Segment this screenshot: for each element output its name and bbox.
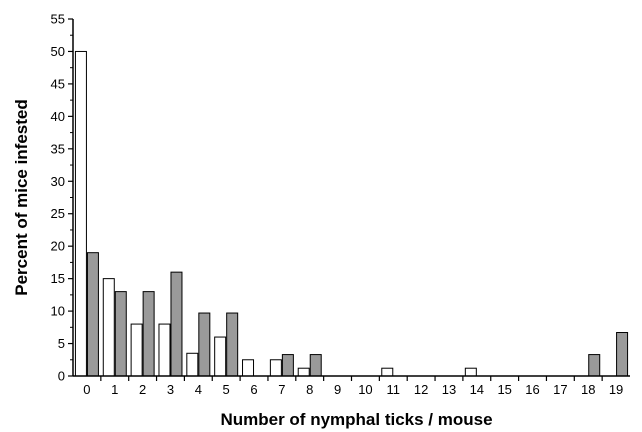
- bar-shaded: [588, 354, 601, 377]
- bar-white: [269, 359, 282, 377]
- bar-shaded: [198, 312, 211, 377]
- y-axis-ticks: 0 5 10 15 20 25 30 35 40 45 50 55: [51, 12, 73, 384]
- x-tick-label: 15: [497, 382, 511, 397]
- y-tick-label: 5: [58, 336, 65, 351]
- bar-white: [130, 323, 143, 377]
- y-tick-label: 15: [51, 271, 65, 286]
- x-tick-label: 19: [609, 382, 623, 397]
- bar-shaded: [114, 291, 127, 377]
- y-tick-label: 0: [58, 369, 65, 384]
- x-axis-label: Number of nymphal ticks / mouse: [220, 410, 492, 429]
- bar-white: [297, 367, 310, 377]
- y-tick-label: 45: [51, 76, 65, 91]
- x-tick-label: 9: [334, 382, 341, 397]
- y-tick-label: 30: [51, 174, 65, 189]
- bar-shaded: [226, 312, 239, 377]
- bars-group: [74, 50, 629, 377]
- x-axis-ticks: 0 1 2 3 4 5 6 7 8 9 10 11 12 13 14 15 16 17 18 19: [83, 376, 623, 397]
- x-tick-label: 7: [278, 382, 285, 397]
- y-tick-label: 35: [51, 141, 65, 156]
- x-tick-label: 5: [223, 382, 230, 397]
- x-tick-label: 11: [387, 382, 401, 397]
- x-tick-label: 6: [250, 382, 257, 397]
- x-tick-label: 18: [581, 382, 595, 397]
- bar-white: [186, 352, 199, 377]
- x-tick-label: 10: [358, 382, 372, 397]
- y-axis-label: Percent of mice infested: [12, 99, 31, 296]
- x-tick-label: 8: [306, 382, 313, 397]
- x-tick-label: 1: [111, 382, 118, 397]
- x-tick-label: 3: [167, 382, 174, 397]
- x-tick-label: 0: [83, 382, 90, 397]
- x-tick-label: 17: [553, 382, 567, 397]
- bar-white: [158, 323, 171, 377]
- bar-white: [242, 359, 255, 377]
- bar-white: [381, 367, 394, 377]
- bar-white: [102, 278, 115, 377]
- bar-shaded: [281, 354, 294, 377]
- y-tick-label: 25: [51, 206, 65, 221]
- x-tick-label: 2: [139, 382, 146, 397]
- bar-shaded: [616, 332, 629, 377]
- bar-shaded: [86, 252, 99, 377]
- bar-white: [214, 336, 227, 377]
- y-tick-label: 40: [51, 109, 65, 124]
- bar-shaded: [309, 354, 322, 377]
- y-tick-label: 20: [51, 239, 65, 254]
- y-tick-label: 55: [51, 12, 65, 27]
- bar-white: [464, 367, 477, 377]
- x-tick-label: 16: [525, 382, 539, 397]
- x-tick-label: 13: [442, 382, 456, 397]
- y-tick-label: 10: [51, 304, 65, 319]
- bar-shaded: [142, 291, 155, 377]
- x-tick-label: 14: [470, 382, 484, 397]
- x-tick-label: 4: [195, 382, 202, 397]
- y-tick-label: 50: [51, 44, 65, 59]
- x-tick-label: 12: [414, 382, 428, 397]
- bar-shaded: [170, 271, 183, 377]
- bar-white: [74, 50, 87, 377]
